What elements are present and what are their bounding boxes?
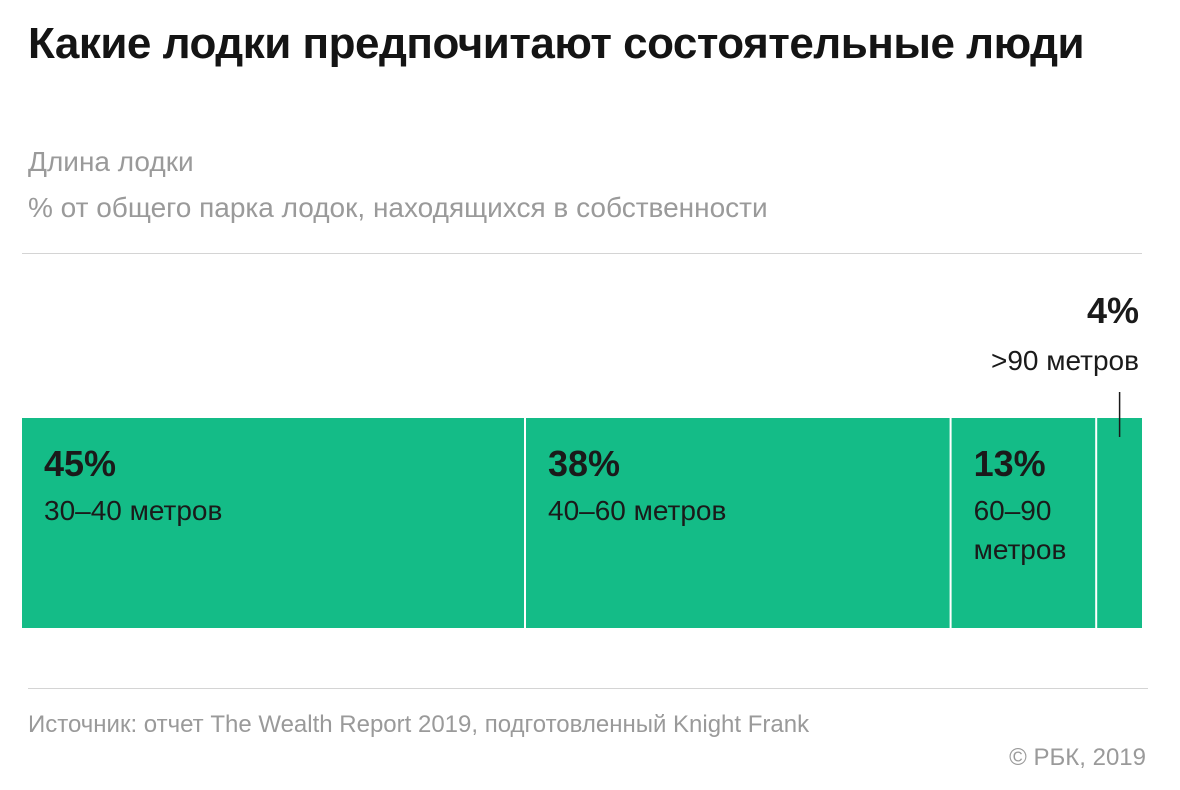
bar-category-label: 40–60 метров	[548, 495, 726, 526]
bar-value-label: 45%	[44, 443, 116, 484]
bar-segment	[951, 418, 1096, 628]
bar-category-label: >90 метров	[991, 345, 1139, 376]
bar-value-label: 13%	[974, 443, 1046, 484]
source-note: Источник: отчет The Wealth Report 2019, …	[28, 711, 810, 738]
bar-segment	[1097, 418, 1142, 628]
copyright: © РБК, 2019	[1009, 744, 1146, 771]
bar-value-label: 38%	[548, 443, 620, 484]
bar-category-label: метров	[974, 534, 1067, 565]
bottom-divider	[28, 688, 1148, 689]
chart-subtitle: Длина лодки	[28, 146, 194, 177]
chart-subtitle-units: % от общего парка лодок, находящихся в с…	[28, 192, 768, 223]
bar-segment	[22, 418, 524, 628]
chart-title: Какие лодки предпочитают состоятельные л…	[28, 19, 1085, 68]
bar-value-label: 4%	[1087, 290, 1139, 331]
bar-category-label: 30–40 метров	[44, 495, 222, 526]
stacked-bar-chart: 45% 30–40 метров 38% 40–60 метров 13% 60–90 ме…	[22, 290, 1142, 628]
top-divider	[22, 253, 1142, 254]
bar-segment	[526, 418, 950, 628]
bar-category-label: 60–90	[974, 495, 1052, 526]
